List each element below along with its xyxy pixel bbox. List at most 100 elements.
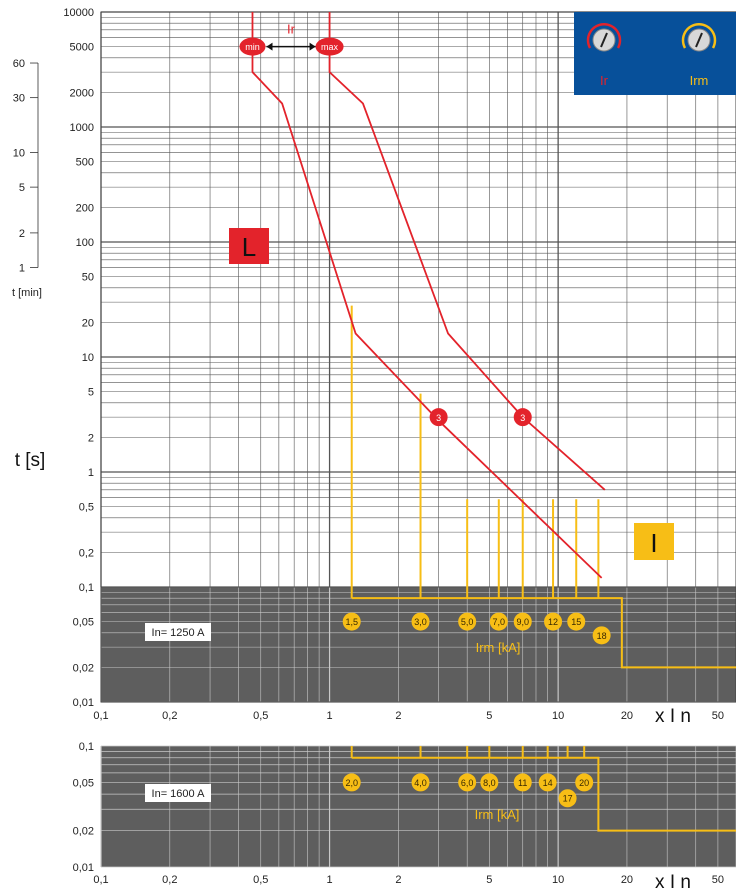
- minute-tick-label: 60: [13, 58, 25, 70]
- bottom-y-tick-label: 0,01: [73, 862, 94, 874]
- y-tick-label: 0,2: [79, 547, 94, 559]
- main-grid: [100, 11, 736, 703]
- irm-knob-icon: [681, 23, 717, 52]
- y-tick-label: 10: [82, 352, 94, 364]
- irm-value-badge: [592, 626, 611, 645]
- x-tick-label: 1: [327, 710, 333, 722]
- curve-marker-label: 3: [436, 413, 441, 423]
- ir-arrow-head-left: [266, 42, 273, 51]
- irm-value-badge: [513, 612, 532, 631]
- y-tick-label: 500: [76, 157, 94, 169]
- bottom-irm-value-label: 11: [518, 778, 527, 788]
- y-tick-label: 10000: [63, 7, 94, 19]
- y-tick-label: 0,05: [73, 617, 94, 629]
- bottom-x-tick-label: 1: [327, 874, 333, 886]
- irm-value-label: 5,0: [461, 617, 474, 627]
- knob-slot: [695, 32, 703, 48]
- y-tick-label: 0,01: [73, 697, 94, 709]
- bottom-irm-value-badge: [538, 773, 557, 792]
- I-region-label: I: [650, 528, 657, 558]
- irm-value-badge: [411, 612, 430, 631]
- ir-max-badge: [315, 37, 344, 56]
- minute-tick-label: 10: [13, 148, 25, 160]
- bottom-x-tick-label: 2: [395, 874, 401, 886]
- bottom-irm-value-badge: [558, 789, 577, 808]
- y-tick-label: 0,02: [73, 662, 94, 674]
- curve-marker-badge: [429, 408, 448, 427]
- minute-tick-label: 1: [19, 263, 25, 275]
- x-tick-label: 10: [552, 710, 564, 722]
- bottom-in-label-box: [145, 784, 211, 802]
- curve-marker-label: 3: [520, 413, 525, 423]
- irm-value-label: 9,0: [516, 617, 529, 627]
- minute-axis-title: t [min]: [12, 287, 42, 299]
- bottom-x-tick-label: 0,2: [162, 874, 177, 886]
- x-axis-title: x I n: [655, 706, 691, 727]
- y-axis-title: t [s]: [15, 450, 46, 471]
- bottom-irm-value-badge: [575, 773, 594, 792]
- x-tick-label: 20: [621, 710, 633, 722]
- bottom-irm-value-badge: [342, 773, 361, 792]
- instantaneous-region: [101, 587, 736, 702]
- irm-value-label: 15: [571, 617, 581, 627]
- chart-annotations: min max Ir 3 3 L I In= 1250 A Irm [kA] 1,5 3,0 5,0 7…: [145, 22, 674, 655]
- minute-tick-label: 30: [13, 93, 25, 105]
- trip-curves: [251, 12, 736, 669]
- bottom-plot-background: [101, 746, 736, 867]
- bottom-x-tick-label: 10: [552, 874, 564, 886]
- bottom-x-tick-label: 20: [621, 874, 633, 886]
- bottom-x-tick-label: 50: [712, 874, 724, 886]
- trip-curve-ir-min: [251, 12, 603, 579]
- irm-value-label: 1,5: [345, 617, 358, 627]
- y-tick-label: 200: [76, 202, 94, 214]
- irm-unit-label: Irm [kA]: [476, 640, 521, 655]
- irm-value-badge: [489, 612, 508, 631]
- bottom-irm-value-label: 14: [543, 778, 553, 788]
- bottom-irm-value-label: 20: [579, 778, 589, 788]
- irm-value-badge: [342, 612, 361, 631]
- knob-arc: [586, 23, 622, 49]
- ir-knob-icon: [586, 23, 622, 52]
- bottom-x-tick-label: 0,1: [93, 874, 108, 886]
- y-tick-label: 5000: [70, 42, 94, 54]
- x-tick-label: 0,1: [93, 710, 108, 722]
- bottom-x-axis-title: x I n: [655, 872, 691, 892]
- x-tick-label: 2: [395, 710, 401, 722]
- main-tick-labels: 10000 5000 2000 1000 500 200 100 50 20 10 5 2 1 0,5 0,…: [15, 7, 724, 727]
- y-tick-label: 5: [88, 387, 94, 399]
- ir-range-label: Ir: [287, 22, 296, 37]
- irm-value-badge: [544, 612, 563, 631]
- irm-value-badge: [567, 612, 586, 631]
- minute-scale: 60 30 10 5 2 1 t [min]: [12, 58, 42, 299]
- bottom-irm-value-label: 6,0: [461, 778, 474, 788]
- ir-min-label: min: [245, 42, 260, 52]
- bottom-irm-value-label: 2,0: [345, 778, 358, 788]
- x-tick-label: 50: [712, 710, 724, 722]
- y-tick-label: 50: [82, 272, 94, 284]
- bottom-x-tick-label: 0,5: [253, 874, 268, 886]
- irm-value-badge: [458, 612, 477, 631]
- y-tick-label: 1000: [70, 122, 94, 134]
- knob-arc: [681, 23, 717, 49]
- legend-label: Ir: [600, 73, 609, 88]
- y-tick-label: 2: [88, 432, 94, 444]
- bottom-y-tick-label: 0,1: [79, 741, 94, 753]
- bottom-irm-value-label: 4,0: [414, 778, 427, 788]
- bottom-irm-value-badge: [458, 773, 477, 792]
- x-tick-label: 0,5: [253, 710, 268, 722]
- knob-slot: [600, 32, 608, 48]
- y-tick-label: 2000: [70, 87, 94, 99]
- L-region-badge: [229, 228, 269, 264]
- bottom-x-tick-label: 5: [486, 874, 492, 886]
- ir-max-label: max: [321, 42, 339, 52]
- y-tick-label: 1: [88, 467, 94, 479]
- y-tick-label: 20: [82, 317, 94, 329]
- bottom-irm-unit-label: Irm [kA]: [475, 807, 520, 822]
- bottom-in-label: In= 1600 A: [152, 788, 206, 800]
- irm-instantaneous-line: [351, 597, 736, 669]
- minute-tick-label: 2: [19, 228, 25, 240]
- I-region-badge: [634, 523, 674, 560]
- bottom-irm-value-badge: [513, 773, 532, 792]
- legend-panel: Ir Irm: [574, 12, 736, 95]
